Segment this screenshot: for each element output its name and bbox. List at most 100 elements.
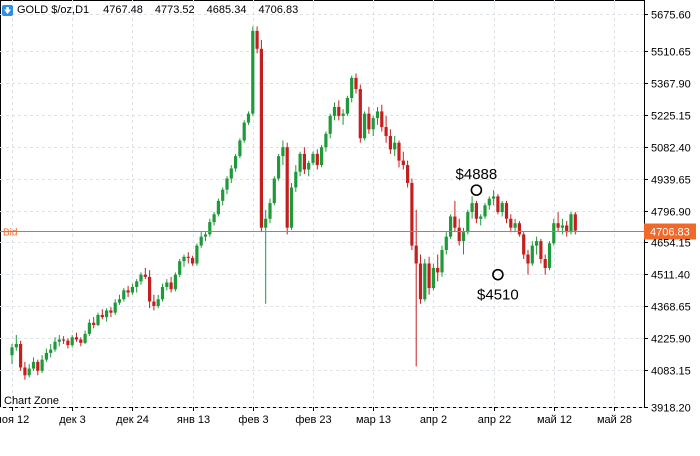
y-tick-label: 4368.65 bbox=[651, 302, 691, 314]
candle-body bbox=[371, 118, 375, 130]
y-tick-label: 4939.65 bbox=[651, 175, 691, 187]
candle-body bbox=[517, 223, 521, 235]
x-tick-label: фев 3 bbox=[238, 414, 268, 426]
x-tick-label: фев 23 bbox=[295, 414, 331, 426]
candle-body bbox=[113, 302, 117, 313]
candle-body bbox=[53, 341, 57, 350]
candle-body bbox=[49, 349, 53, 353]
candle-body bbox=[341, 113, 345, 116]
candle-body bbox=[457, 227, 461, 242]
candle-body bbox=[496, 196, 500, 213]
candle-body bbox=[152, 301, 156, 306]
candle-body bbox=[203, 234, 208, 237]
candle-body bbox=[414, 245, 418, 264]
candle-body bbox=[277, 156, 281, 179]
candle-body bbox=[74, 337, 79, 340]
candle-body bbox=[96, 314, 100, 325]
candle-body bbox=[354, 77, 358, 90]
candle-body bbox=[173, 274, 177, 290]
candle-body bbox=[212, 214, 216, 223]
candle-body bbox=[380, 111, 384, 128]
candle-body bbox=[522, 234, 526, 255]
candle-body bbox=[79, 339, 83, 343]
candle-body bbox=[367, 113, 371, 130]
candle-body bbox=[268, 203, 272, 219]
symbol-label: GOLD $/oz,D1 bbox=[17, 4, 90, 16]
candle-body bbox=[427, 263, 431, 289]
candle-body bbox=[345, 97, 349, 114]
annotation-label: $4510 bbox=[477, 287, 519, 304]
candle-body bbox=[509, 218, 513, 228]
candle-body bbox=[156, 299, 160, 306]
high-value: 4773.52 bbox=[154, 4, 195, 16]
candle-body bbox=[504, 203, 509, 219]
candle-body bbox=[10, 347, 14, 356]
watermark: Chart Zone bbox=[4, 395, 59, 407]
candle-body bbox=[105, 310, 109, 318]
open-value: 4767.48 bbox=[103, 4, 143, 16]
candle-body bbox=[375, 111, 380, 119]
candle-body bbox=[431, 267, 435, 289]
candle-body bbox=[139, 274, 143, 282]
candle-body bbox=[470, 203, 474, 213]
grid bbox=[0, 0, 645, 408]
candle-body bbox=[320, 147, 324, 166]
candle-body bbox=[272, 178, 276, 204]
annotation-label: $4888 bbox=[456, 166, 498, 183]
candle-body bbox=[483, 205, 487, 217]
candles bbox=[10, 26, 577, 380]
candle-body bbox=[62, 339, 66, 341]
candle-body bbox=[100, 314, 104, 318]
candle-body bbox=[479, 216, 483, 219]
candle-body bbox=[513, 223, 517, 228]
candle-body bbox=[397, 142, 401, 161]
candle-body bbox=[208, 222, 212, 235]
candle-body bbox=[410, 182, 414, 246]
y-tick-label: 4796.90 bbox=[651, 207, 691, 219]
x-tick-label: май 28 bbox=[597, 414, 632, 426]
candle-body bbox=[436, 267, 440, 273]
candle-body bbox=[315, 153, 319, 166]
candle-body bbox=[547, 243, 552, 268]
candle-body bbox=[122, 290, 126, 300]
candle-body bbox=[126, 290, 130, 293]
candle-body bbox=[234, 156, 238, 169]
candle-body bbox=[255, 30, 259, 49]
y-tick-label: 5367.90 bbox=[651, 79, 691, 91]
candle-body bbox=[560, 225, 564, 228]
y-axis: 5675.60 5510.65 5367.90 5225.15 5082.40 4939.… bbox=[644, 10, 691, 415]
bid-line: Bid 4706.83 bbox=[0, 223, 696, 240]
candle-body bbox=[36, 361, 40, 371]
candle-body bbox=[23, 367, 27, 376]
candle-body bbox=[311, 153, 315, 163]
candle-body bbox=[307, 162, 311, 170]
candle-body bbox=[543, 259, 547, 268]
candle-body bbox=[130, 286, 134, 293]
arrow-down-icon[interactable] bbox=[2, 4, 13, 16]
candle-body bbox=[165, 282, 169, 287]
candle-body bbox=[302, 153, 306, 170]
candle-body bbox=[178, 261, 182, 275]
candle-body bbox=[191, 257, 195, 264]
x-tick-label: ноя 12 bbox=[0, 414, 29, 426]
candle-body bbox=[487, 198, 491, 206]
bid-price-tag bbox=[644, 223, 696, 240]
candle-body bbox=[363, 113, 367, 139]
candle-body bbox=[66, 340, 70, 346]
candle-body bbox=[19, 343, 23, 368]
candle-body bbox=[449, 216, 453, 237]
candle-body bbox=[44, 352, 48, 360]
candle-body bbox=[298, 153, 302, 172]
candle-body bbox=[418, 263, 423, 300]
candle-body bbox=[328, 115, 332, 134]
bid-price-value: 4706.83 bbox=[650, 227, 690, 239]
candle-body bbox=[384, 127, 388, 137]
candle-body bbox=[216, 200, 220, 215]
low-value: 4685.34 bbox=[206, 4, 247, 16]
candle-body bbox=[251, 30, 255, 114]
candle-body bbox=[406, 165, 410, 183]
candle-body bbox=[40, 359, 44, 371]
bid-label: Bid bbox=[3, 228, 17, 239]
